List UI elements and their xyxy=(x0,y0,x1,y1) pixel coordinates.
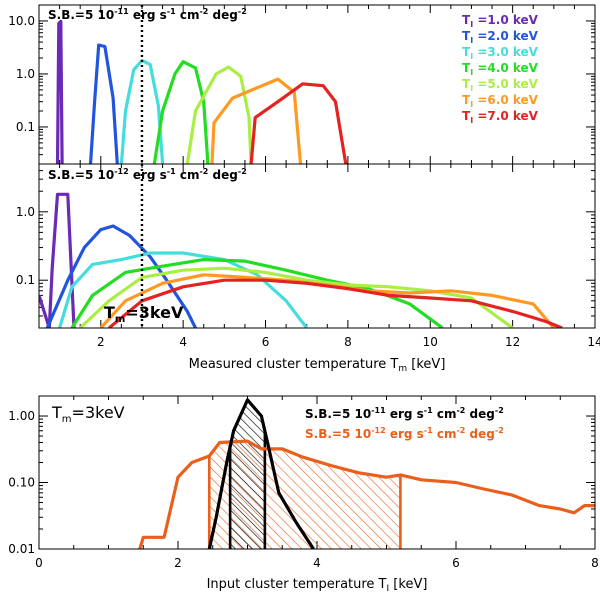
x-tick-label: 12 xyxy=(505,335,520,349)
y-tick-label: 0.1 xyxy=(16,273,35,287)
series-line xyxy=(138,439,595,549)
x-tick-label: 4 xyxy=(313,556,321,570)
x-tick-label: 10 xyxy=(423,335,438,349)
legend-entry: TI =6.0 keV xyxy=(462,93,539,109)
x-tick-label: 0 xyxy=(35,556,43,570)
x-tick-label: 8 xyxy=(591,556,599,570)
x-tick-label: 4 xyxy=(179,335,187,349)
legend-entry: TI =1.0 keV xyxy=(462,13,539,29)
series-line xyxy=(152,60,210,164)
bottom-legend-sb11: S.B.=5 10-11 erg s-1 cm-2 deg-2 xyxy=(305,406,504,421)
series-line xyxy=(249,82,348,164)
bottom-hatched-areas xyxy=(207,399,402,549)
series-line xyxy=(107,278,563,328)
middle-x-axis-label: Measured cluster temperature Tm [keV] xyxy=(189,357,446,374)
y-tick-label: 1.00 xyxy=(8,409,35,423)
panel-middle: 1.0 0.1 2 4 6 8 10 12 14 S.B.=5 10-12 erg s-1 c… xyxy=(16,163,600,374)
hatched-area xyxy=(230,399,265,549)
x-tick-label: 8 xyxy=(344,335,352,349)
series-line xyxy=(39,192,76,328)
legend-entry: TI =2.0 keV xyxy=(462,29,539,45)
top-annotation: S.B.=5 10-11 erg s-1 cm-2 deg-2 xyxy=(48,7,247,22)
legend-entry: TI =5.0 keV xyxy=(462,77,539,93)
y-tick-label: 10.0 xyxy=(8,14,35,28)
middle-tm-label: Tm=3keV xyxy=(104,303,184,325)
bottom-frame xyxy=(38,395,596,550)
middle-y-tick-labels: 1.0 0.1 xyxy=(16,205,35,287)
series-line xyxy=(55,19,64,164)
legend-entry: TI =3.0 keV xyxy=(462,45,539,61)
middle-x-tick-labels: 2 4 6 8 10 12 14 xyxy=(97,335,600,349)
x-tick-label: 6 xyxy=(452,556,460,570)
legend-entry: TI =7.0 keV xyxy=(462,109,539,125)
bottom-x-axis-label: Input cluster temperature TI [keV] xyxy=(207,577,428,594)
x-tick-label: 6 xyxy=(262,335,270,349)
middle-series-lines xyxy=(39,192,563,328)
bottom-x-tick-labels: 0 2 4 6 8 xyxy=(35,556,599,570)
y-tick-label: 1.0 xyxy=(16,67,35,81)
series-line xyxy=(88,43,119,164)
bottom-tm-label: Tm=3keV xyxy=(51,403,125,425)
bottom-series-lines xyxy=(138,398,595,549)
y-tick-label: 1.0 xyxy=(16,205,35,219)
panel-top: 10.0 1.0 0.1 S.B.=5 10-11 erg s-1 cm-2 deg… xyxy=(8,4,596,165)
x-tick-label: 14 xyxy=(587,335,600,349)
x-tick-label: 2 xyxy=(174,556,182,570)
top-series-lines xyxy=(55,19,348,164)
y-tick-label: 0.10 xyxy=(8,476,35,490)
top-y-tick-labels: 10.0 1.0 0.1 xyxy=(8,14,35,134)
middle-annotation: S.B.=5 10-12 erg s-1 cm-2 deg-2 xyxy=(48,167,247,182)
bottom-y-tick-labels: 1.00 0.10 0.01 xyxy=(8,409,35,556)
x-tick-label: 2 xyxy=(97,335,105,349)
middle-frame xyxy=(38,163,596,329)
series-line xyxy=(58,251,308,328)
y-tick-label: 0.1 xyxy=(16,120,35,134)
series-line xyxy=(185,65,253,164)
series-line xyxy=(207,398,315,549)
legend-entry: TI =4.0 keV xyxy=(462,61,539,77)
series-line xyxy=(45,224,197,328)
series-line xyxy=(210,77,303,164)
panel-bottom: 1.00 0.10 0.01 0 2 4 6 8 Tm=3keV S.B.=5 10-11 … xyxy=(8,395,599,594)
y-tick-label: 0.01 xyxy=(8,542,35,556)
bottom-legend-sb12: S.B.=5 10-12 erg s-1 cm-2 deg-2 xyxy=(305,426,504,441)
